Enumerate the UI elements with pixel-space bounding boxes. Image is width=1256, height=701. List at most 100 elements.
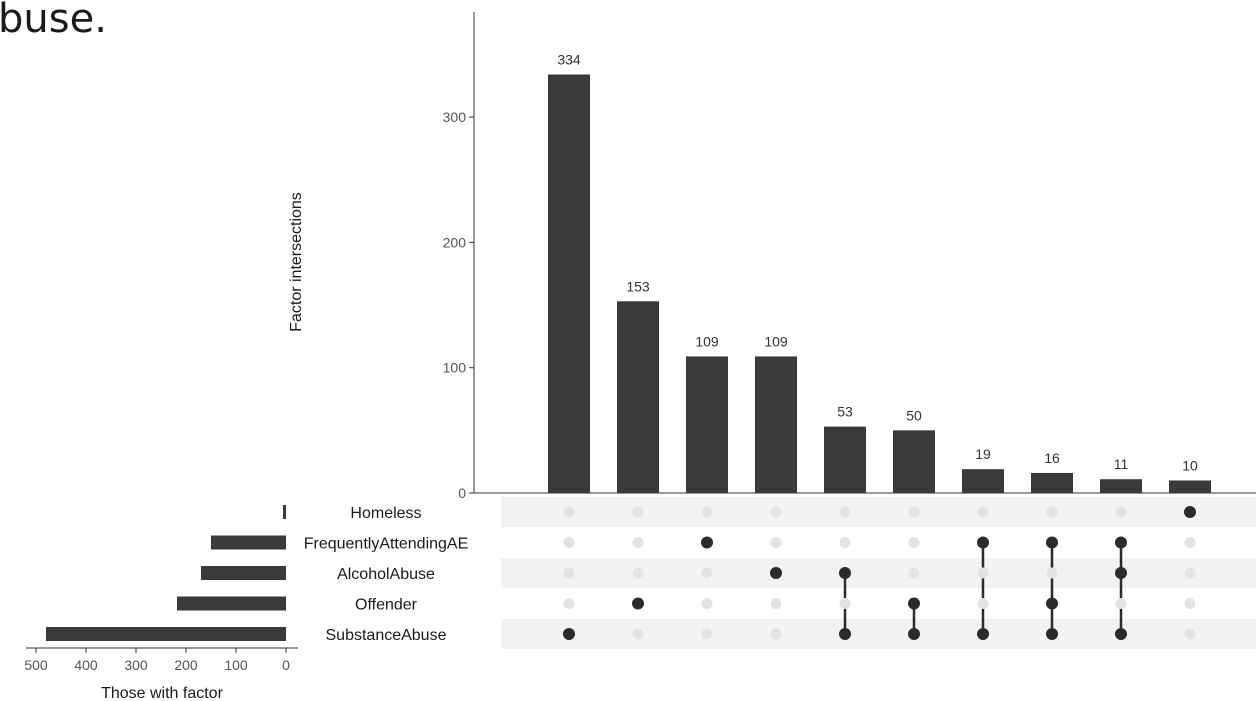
matrix-stripes: [501, 497, 1256, 649]
set-size-axis-label: Those with factor: [101, 685, 224, 701]
matrix-dot-inactive: [701, 506, 713, 518]
matrix-dot-active: [839, 567, 851, 579]
set-label: AlcoholAbuse: [337, 566, 435, 583]
intersection-bar: [824, 426, 866, 493]
set-label: FrequentlyAttendingAE: [304, 536, 469, 553]
caption-fragment: buse.: [0, 0, 107, 42]
matrix-dot-inactive: [632, 506, 644, 518]
matrix-dot-active: [977, 628, 989, 640]
matrix-dot-inactive: [977, 506, 989, 518]
set-size-tick-label: 100: [224, 657, 248, 673]
intersection-bar: [1100, 479, 1142, 493]
matrix-stripe: [501, 558, 1256, 588]
matrix-dot-active: [632, 597, 644, 610]
set-size-tick-label: 0: [282, 657, 290, 673]
matrix-dot-inactive: [701, 567, 713, 579]
matrix-dot-inactive: [563, 567, 575, 579]
set-size-tick-label: 400: [74, 657, 98, 673]
matrix-dot-inactive: [770, 506, 782, 518]
matrix-dot-inactive: [770, 628, 782, 640]
set-size-bar: [201, 566, 286, 580]
intersection-bar-label: 109: [764, 333, 788, 349]
intersection-bar-label: 53: [837, 404, 853, 420]
intersection-bar-label: 50: [906, 407, 922, 423]
matrix-dot-inactive: [1046, 506, 1058, 518]
set-size-axis: 500 400 300 200 100 0: [24, 647, 298, 673]
intersection-bar: [548, 74, 590, 494]
intersection-bars: 334 153 109 109 53 50 19 16 11 10: [548, 51, 1211, 494]
intersection-bar: [617, 301, 659, 493]
matrix-dot-inactive: [563, 598, 575, 609]
intersection-bar-label: 153: [626, 278, 650, 294]
intersection-bar: [1031, 472, 1073, 493]
matrix-dot-inactive: [1184, 537, 1196, 548]
matrix-dot-active: [563, 628, 575, 640]
matrix-dot-inactive: [908, 567, 920, 579]
set-label: Offender: [355, 597, 418, 614]
set-size-tick-label: 500: [24, 657, 48, 673]
matrix-dot-inactive: [563, 506, 575, 518]
set-size-bar: [46, 627, 286, 641]
matrix-dot-inactive: [770, 537, 782, 548]
intersection-bar-label: 10: [1182, 457, 1198, 473]
matrix-dot-active: [977, 536, 989, 549]
intersection-bar: [686, 356, 728, 493]
matrix-dot-inactive: [632, 567, 644, 579]
matrix-dot-active: [1115, 567, 1127, 579]
intersection-bar-label: 19: [975, 446, 991, 462]
matrix-dot-active: [701, 536, 713, 549]
matrix-dot-inactive: [977, 567, 989, 579]
intersection-bar-label: 11: [1114, 456, 1129, 472]
matrix-dot-inactive: [1184, 567, 1196, 579]
matrix-dot-active: [1046, 597, 1058, 610]
intersection-bar: [755, 356, 797, 493]
set-size-bar: [283, 505, 286, 519]
intersection-bar: [893, 430, 935, 493]
intersection-bar-label: 109: [695, 333, 719, 349]
set-size-tick-label: 300: [124, 657, 148, 673]
set-size-bars: [46, 505, 286, 641]
matrix-stripe: [501, 619, 1256, 649]
set-label: SubstanceAbuse: [326, 627, 447, 644]
matrix-dot-active: [1115, 628, 1127, 640]
intersection-y-tick-label: 300: [443, 109, 467, 125]
matrix-dot-inactive: [770, 598, 782, 609]
intersection-y-tick-label: 200: [443, 234, 467, 250]
matrix-dot-inactive: [701, 598, 713, 609]
matrix-dot-inactive: [632, 537, 644, 548]
matrix-dot-inactive: [908, 537, 920, 548]
matrix-stripe: [501, 497, 1256, 527]
matrix-dot-inactive: [1115, 506, 1127, 518]
matrix-dot-active: [1115, 536, 1127, 549]
matrix-dot-inactive: [839, 598, 851, 609]
matrix-dot-active: [908, 597, 920, 610]
set-size-bar: [177, 596, 286, 611]
set-size-bar: [211, 535, 286, 550]
intersection-matrix: [563, 506, 1196, 640]
matrix-dot-active: [1184, 506, 1196, 518]
matrix-dot-inactive: [1184, 598, 1196, 609]
intersection-bar: [962, 469, 1004, 493]
matrix-dot-active: [839, 628, 851, 640]
intersection-y-tick-label: 100: [443, 360, 467, 376]
matrix-dot-active: [908, 628, 920, 640]
matrix-dot-inactive: [839, 537, 851, 548]
intersection-bar-label: 16: [1044, 450, 1060, 466]
matrix-dot-inactive: [701, 628, 713, 640]
matrix-dot-inactive: [977, 598, 989, 609]
set-label: Homeless: [350, 505, 421, 522]
intersection-bar: [1169, 480, 1211, 493]
matrix-dot-inactive: [839, 506, 851, 518]
set-labels: Homeless FrequentlyAttendingAE AlcoholAbus…: [304, 505, 469, 644]
matrix-dot-active: [770, 567, 782, 579]
matrix-dot-inactive: [1115, 598, 1127, 609]
matrix-dot-inactive: [908, 506, 920, 518]
matrix-dot-active: [1046, 628, 1058, 640]
set-size-tick-label: 200: [174, 657, 198, 673]
intersection-y-tick-label: 0: [458, 485, 466, 501]
matrix-dot-inactive: [1046, 567, 1058, 579]
intersection-bar-label: 334: [557, 51, 581, 67]
matrix-dot-inactive: [563, 537, 575, 548]
matrix-dot-active: [1046, 536, 1058, 549]
